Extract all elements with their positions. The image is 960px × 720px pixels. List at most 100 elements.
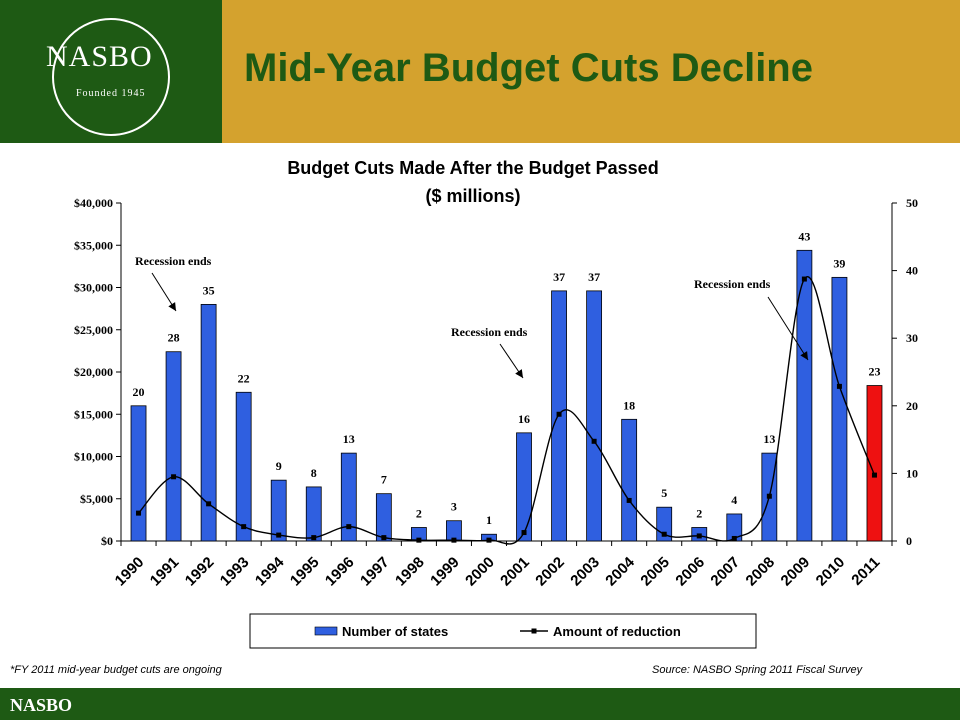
x-tick-label: 2003 <box>567 554 603 590</box>
legend-bar-swatch <box>314 626 338 636</box>
bar-data-label: 5 <box>661 486 667 500</box>
y-right-tick-label: 20 <box>906 399 918 413</box>
budget-cuts-chart: Budget Cuts Made After the Budget Passed… <box>74 158 918 649</box>
amount-of-reduction-point <box>801 276 807 282</box>
y-right-tick-label: 40 <box>906 264 918 278</box>
y-left-tick-label: $40,000 <box>74 196 113 210</box>
chart-title: Budget Cuts Made After the Budget Passed <box>287 158 658 178</box>
bar-data-label: 37 <box>553 270 565 284</box>
y-left-tick-label: $0 <box>101 534 113 548</box>
x-tick-label: 2010 <box>813 554 849 590</box>
bar-data-label: 2 <box>416 506 422 520</box>
x-tick-label: 2000 <box>462 554 498 590</box>
y-left-tick-label: $30,000 <box>74 281 113 295</box>
footer-bar: NASBO <box>0 688 960 720</box>
x-tick-label: 2006 <box>672 554 708 590</box>
amount-of-reduction-point <box>871 472 877 478</box>
x-tick-label: 2005 <box>637 554 673 590</box>
footnote-source: Source: NASBO Spring 2011 Fiscal Survey <box>652 664 863 676</box>
bar-data-label: 8 <box>311 466 317 480</box>
logo-tagline: Founded 1945 <box>76 88 146 99</box>
bar-number-of-states <box>831 276 848 542</box>
bar-number-of-states <box>375 493 392 542</box>
bar-number-of-states <box>586 290 603 542</box>
x-tick-label: 1997 <box>357 554 393 590</box>
amount-of-reduction-point <box>346 524 352 530</box>
amount-of-reduction-point <box>206 501 212 507</box>
bar-data-label: 20 <box>133 385 145 399</box>
y-left-tick-label: $10,000 <box>74 450 113 464</box>
amount-of-reduction-point <box>766 493 772 499</box>
amount-of-reduction-point <box>241 524 247 530</box>
bar-number-of-states <box>340 452 357 542</box>
footnote-ongoing: *FY 2011 mid-year budget cuts are ongoin… <box>10 664 222 676</box>
amount-of-reduction-point <box>416 537 422 543</box>
amount-of-reduction-point <box>276 532 282 538</box>
y-left-tick-label: $35,000 <box>74 238 113 252</box>
amount-of-reduction-point <box>311 535 317 541</box>
amount-of-reduction-point <box>381 535 387 541</box>
annotation-arrow-head <box>168 302 176 311</box>
bar-data-label: 37 <box>588 270 600 284</box>
bar-data-label: 13 <box>343 432 355 446</box>
bar-data-label: 22 <box>238 371 250 385</box>
bar-data-label: 35 <box>203 283 215 297</box>
y-right-tick-label: 30 <box>906 331 918 345</box>
amount-of-reduction-point <box>486 537 492 543</box>
legend-line-marker <box>531 628 537 634</box>
amount-of-reduction-point <box>626 497 632 503</box>
bar-number-of-states-highlight <box>866 385 883 542</box>
x-tick-label: 1996 <box>322 554 358 590</box>
bar-number-of-states <box>796 249 813 542</box>
x-tick-label: 1998 <box>392 554 428 590</box>
x-tick-label: 1993 <box>217 554 253 590</box>
bar-number-of-states <box>270 479 287 542</box>
logo-wordmark: NASBO <box>46 40 153 73</box>
bar-data-label: 43 <box>798 229 810 243</box>
bar-number-of-states <box>200 303 217 542</box>
annotation-arrow-shaft <box>767 296 809 361</box>
x-tick-label: 2009 <box>778 554 814 590</box>
legend-label-amount-of-reduction: Amount of reduction <box>553 624 681 639</box>
x-tick-label: 2011 <box>848 554 883 589</box>
recession-ends-annotation: Recession ends <box>451 325 528 339</box>
header-band <box>222 0 960 143</box>
x-tick-label: 2002 <box>532 554 568 590</box>
bar-number-of-states <box>621 418 638 542</box>
bar-data-label: 4 <box>731 493 737 507</box>
x-tick-label: 1994 <box>252 553 288 589</box>
logo-ring <box>52 18 170 136</box>
amount-of-reduction-point <box>591 438 597 444</box>
recession-ends-annotation: Recession ends <box>694 277 771 291</box>
y-left-tick-label: $5,000 <box>80 492 113 506</box>
bar-data-label: 18 <box>623 398 635 412</box>
x-tick-label: 2001 <box>497 554 533 590</box>
x-tick-label: 1999 <box>427 554 463 590</box>
amount-of-reduction-point <box>556 411 562 417</box>
amount-of-reduction-point <box>171 474 177 480</box>
bar-data-label: 7 <box>381 473 387 487</box>
amount-of-reduction-point <box>836 383 842 389</box>
amount-of-reduction-point <box>696 533 702 539</box>
amount-of-reduction-point <box>521 530 527 536</box>
page-title: Mid-Year Budget Cuts Decline <box>244 46 813 90</box>
annotation-arrow-head <box>800 351 808 360</box>
y-right-tick-label: 0 <box>906 534 912 548</box>
x-tick-label: 2008 <box>743 554 779 590</box>
bar-data-label: 23 <box>868 365 880 379</box>
x-tick-label: 1995 <box>287 554 323 590</box>
x-tick-label: 2004 <box>602 553 638 589</box>
y-left-tick-label: $15,000 <box>74 407 113 421</box>
amount-of-reduction-point <box>661 531 667 537</box>
y-left-tick-label: $25,000 <box>74 323 113 337</box>
recession-ends-annotation: Recession ends <box>135 254 212 268</box>
bar-data-label: 1 <box>486 513 492 527</box>
bar-number-of-states <box>305 486 322 542</box>
bar-data-label: 3 <box>451 500 457 514</box>
x-tick-label: 1990 <box>112 554 148 590</box>
y-right-tick-label: 10 <box>906 466 918 480</box>
amount-of-reduction-point <box>451 537 457 543</box>
bar-number-of-states <box>726 513 743 542</box>
bar-data-label: 39 <box>833 256 845 270</box>
amount-of-reduction-point <box>136 510 142 516</box>
